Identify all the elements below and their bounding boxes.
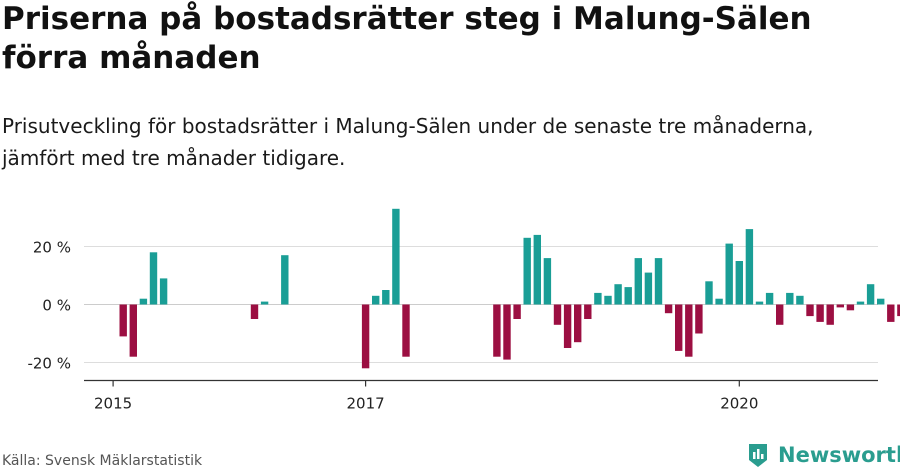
x-tick-label: 2020 [720,395,758,413]
bar [382,290,390,305]
chart-title: Priserna på bostadsrätter steg i Malung-… [2,1,812,76]
bar [563,304,572,348]
bar [856,301,865,305]
bar [281,255,289,305]
bar [816,304,824,322]
bar [735,261,743,305]
bars [119,208,900,369]
bar [664,304,673,314]
bar [533,234,541,305]
bar [866,284,875,305]
bar [765,292,774,305]
x-tick-label: 2015 [94,395,132,413]
bar [685,304,693,357]
bar [392,208,400,305]
bar [139,298,148,305]
bar [755,301,764,305]
bar [715,298,723,305]
bar [806,304,814,317]
newsworthy-logo-icon [749,444,767,467]
bar [553,304,562,325]
source-note: Källa: Svensk Mäklarstatistik [2,453,203,469]
bar [877,298,885,305]
bar [786,292,794,305]
y-tick-label: 0 % [42,297,71,315]
bar [725,243,733,305]
bar [523,237,531,305]
bar [897,304,900,317]
labels: 20 %0 %-20 %201520172020202218 % [27,239,758,413]
brand-name: Newsworthy [778,443,900,467]
bar [159,278,168,305]
bar [846,304,855,311]
y-tick-label: 20 % [33,239,71,257]
bar [503,304,511,360]
bar [614,284,622,305]
x-tick-label: 2017 [347,395,385,413]
bar [250,304,259,319]
chart-subtitle: Prisutveckling för bostadsrätter i Malun… [2,114,814,170]
bar [402,304,410,357]
bar [644,272,653,305]
bar [624,287,632,305]
bar [836,304,844,308]
bar [796,295,804,305]
bar [604,295,612,305]
bar [149,252,158,305]
bar [705,281,713,305]
bar [675,304,683,351]
bar [584,304,592,319]
bar [776,304,784,325]
bar-chart: 20 %0 %-20 %201520172020202218 % [27,208,900,413]
bar [361,304,370,369]
newsworthy-logo[interactable]: Newsworthy [746,441,900,469]
axes [84,379,878,387]
bar [513,304,521,319]
bar [372,295,380,305]
bar [574,304,582,343]
gridlines [84,246,878,363]
bar [826,304,834,325]
bar [654,258,663,305]
bar [129,304,137,357]
bar [493,304,501,357]
bar [543,258,552,305]
bar [260,301,269,305]
bar [594,292,602,305]
bar [634,258,642,305]
y-tick-label: -20 % [27,355,71,373]
bar [119,304,127,337]
bar [745,229,754,305]
bar [695,304,703,334]
bar [887,304,895,322]
